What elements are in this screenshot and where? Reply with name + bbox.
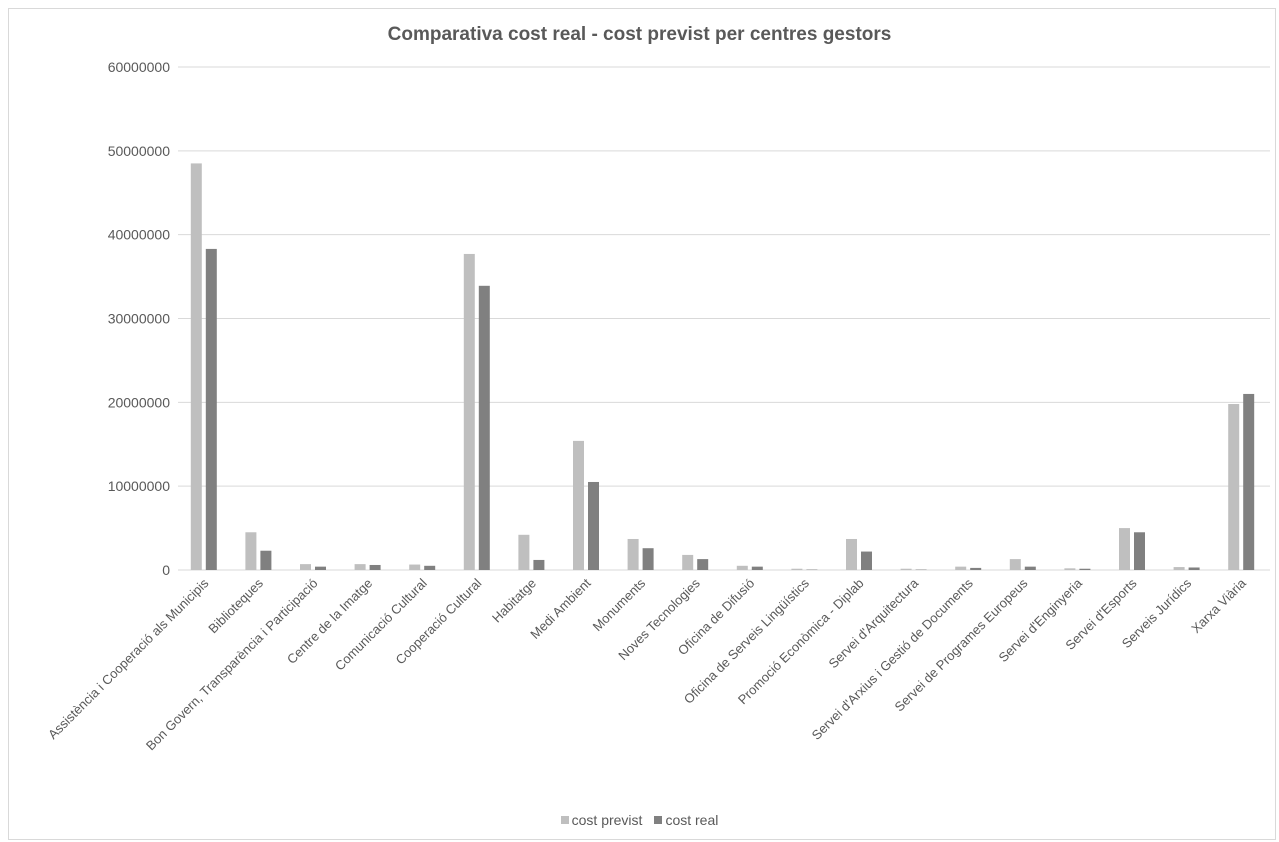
bar-cost-real [697,559,708,570]
x-tick-label: Servei d'Arquitectura [826,575,922,671]
bar-cost-real [260,551,271,570]
bar-cost-real [533,560,544,570]
bar-cost-real [206,249,217,570]
x-tick-label: Habitatge [489,576,539,626]
bar-cost-previst [573,441,584,570]
bar-cost-previst [628,539,639,570]
bar-cost-previst [1064,568,1075,570]
x-tick-label: Monuments [590,575,649,634]
bar-cost-previst [1119,528,1130,570]
bar-cost-real [315,567,326,570]
y-tick-label: 20000000 [108,394,171,410]
bar-cost-previst [518,535,529,570]
legend-item-cost-previst: cost previst [561,812,643,828]
x-tick-label: Xarxa Viària [1188,575,1249,636]
chart-legend: cost previst cost real [0,812,1279,828]
bar-cost-real [1134,532,1145,570]
bar-cost-previst [409,565,420,570]
bar-cost-real [1189,567,1200,570]
bar-cost-real [424,566,435,570]
y-tick-label: 30000000 [108,311,171,327]
y-tick-label: 60000000 [108,59,171,75]
bar-cost-previst [846,539,857,570]
legend-label-cost-real: cost real [665,812,718,828]
bar-cost-real [1025,567,1036,570]
bar-cost-previst [791,569,802,570]
bar-cost-real [370,565,381,570]
y-tick-label: 10000000 [108,478,171,494]
bar-cost-real [970,568,981,570]
y-tick-label: 0 [162,562,170,578]
bar-cost-real [1243,394,1254,570]
bar-cost-previst [1010,559,1021,570]
bar-cost-previst [955,567,966,570]
x-tick-label: Comunicació Cultural [332,575,430,673]
bar-cost-previst [737,566,748,570]
y-tick-label: 50000000 [108,143,171,159]
legend-swatch-cost-real [654,816,662,824]
y-tick-label: 40000000 [108,227,171,243]
bar-cost-previst [682,555,693,570]
bar-cost-real [861,552,872,570]
bar-cost-previst [245,532,256,570]
bar-cost-real [479,286,490,570]
bar-cost-previst [300,564,311,570]
legend-item-cost-real: cost real [654,812,718,828]
bar-cost-real [752,567,763,570]
legend-label-cost-previst: cost previst [572,812,643,828]
bar-cost-real [588,482,599,570]
bar-cost-previst [191,163,202,570]
bar-cost-previst [1174,567,1185,570]
bar-cost-previst [901,569,912,570]
bar-cost-real [1079,569,1090,570]
bar-cost-previst [464,254,475,570]
legend-swatch-cost-previst [561,816,569,824]
bar-cost-real [643,548,654,570]
bar-cost-previst [1228,404,1239,570]
bar-cost-previst [355,564,366,570]
